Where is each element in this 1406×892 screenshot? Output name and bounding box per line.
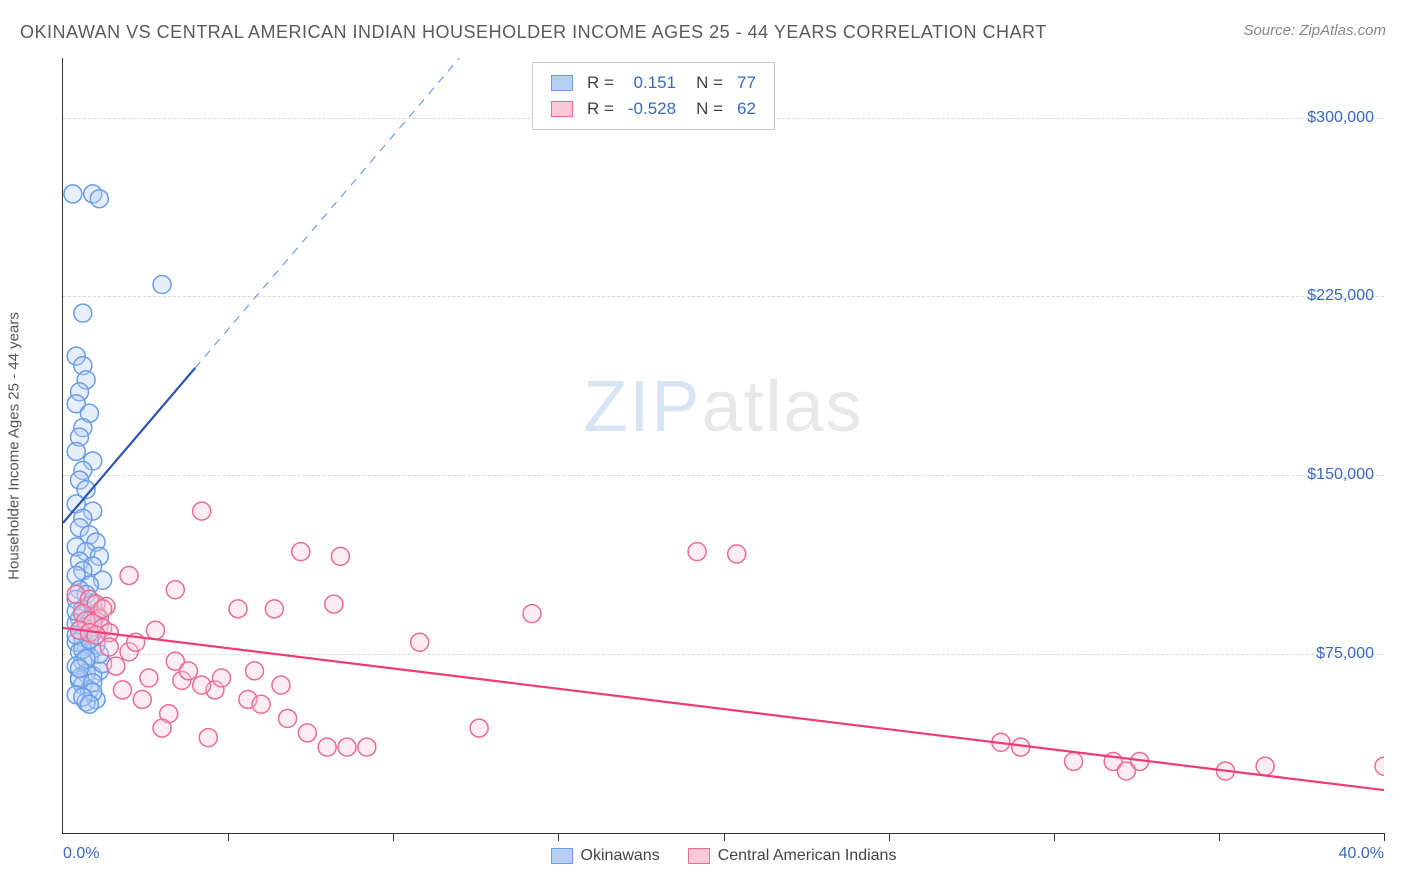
legend-item: Okinawans <box>551 847 660 865</box>
data-point <box>279 710 297 728</box>
x-tick <box>889 833 890 841</box>
x-tick <box>228 833 229 841</box>
data-point <box>107 657 125 675</box>
data-point <box>71 659 89 677</box>
data-point <box>67 442 85 460</box>
data-point <box>325 595 343 613</box>
data-point <box>100 638 118 656</box>
data-point <box>193 676 211 694</box>
r-label: R = <box>581 97 620 121</box>
stat-legend-row: R = -0.528 N = 62 <box>545 97 762 121</box>
legend-label: Okinawans <box>581 847 660 865</box>
legend-swatch <box>688 848 710 864</box>
x-axis-max-label: 40.0% <box>1339 845 1384 863</box>
x-tick <box>1219 833 1220 841</box>
legend-item: Central American Indians <box>688 847 897 865</box>
data-point <box>1065 752 1083 770</box>
data-point <box>1256 757 1274 775</box>
n-value: 62 <box>731 97 762 121</box>
data-point <box>688 543 706 561</box>
legend-swatch <box>551 75 573 91</box>
data-point <box>199 729 217 747</box>
x-tick <box>1054 833 1055 841</box>
series-legend: Okinawans Central American Indians <box>551 847 897 865</box>
x-tick <box>558 833 559 841</box>
n-label: N = <box>684 97 729 121</box>
data-point <box>470 719 488 737</box>
data-point <box>331 547 349 565</box>
stat-legend-row: R = 0.151 N = 77 <box>545 71 762 95</box>
data-point <box>153 719 171 737</box>
r-value: -0.528 <box>622 97 682 121</box>
x-tick <box>1384 833 1385 841</box>
data-point <box>252 695 270 713</box>
data-point <box>74 304 92 322</box>
n-label: N = <box>684 71 729 95</box>
x-tick <box>393 833 394 841</box>
stat-legend: R = 0.151 N = 77 R = -0.528 N = 62 <box>532 62 775 130</box>
data-point <box>728 545 746 563</box>
data-point <box>193 502 211 520</box>
x-tick <box>724 833 725 841</box>
r-label: R = <box>581 71 620 95</box>
data-point <box>411 633 429 651</box>
data-point <box>133 690 151 708</box>
data-point <box>1117 762 1135 780</box>
data-point <box>140 669 158 687</box>
data-point <box>120 566 138 584</box>
data-point <box>179 662 197 680</box>
data-point <box>272 676 290 694</box>
trend-line-dashed <box>195 58 459 368</box>
data-point <box>358 738 376 756</box>
data-point <box>94 600 112 618</box>
data-point <box>523 605 541 623</box>
data-point <box>166 581 184 599</box>
data-point <box>318 738 336 756</box>
data-point <box>113 681 131 699</box>
data-point <box>80 695 98 713</box>
data-point <box>64 185 82 203</box>
legend-swatch <box>551 848 573 864</box>
data-point <box>338 738 356 756</box>
data-point <box>146 621 164 639</box>
data-point <box>153 276 171 294</box>
data-point <box>90 190 108 208</box>
data-point <box>298 724 316 742</box>
x-axis-min-label: 0.0% <box>63 845 99 863</box>
data-point <box>292 543 310 561</box>
source-attribution: Source: ZipAtlas.com <box>1243 22 1386 39</box>
legend-label: Central American Indians <box>718 847 897 865</box>
data-point <box>213 669 231 687</box>
y-axis-title: Householder Income Ages 25 - 44 years <box>6 312 23 580</box>
data-point <box>1375 757 1384 775</box>
data-point <box>229 600 247 618</box>
legend-swatch <box>551 101 573 117</box>
chart-title: OKINAWAN VS CENTRAL AMERICAN INDIAN HOUS… <box>20 22 1047 43</box>
data-point <box>265 600 283 618</box>
chart-svg <box>63 58 1384 833</box>
r-value: 0.151 <box>622 71 682 95</box>
data-point <box>246 662 264 680</box>
plot-area: ZIPatlas $75,000$150,000$225,000$300,000… <box>62 58 1384 834</box>
n-value: 77 <box>731 71 762 95</box>
